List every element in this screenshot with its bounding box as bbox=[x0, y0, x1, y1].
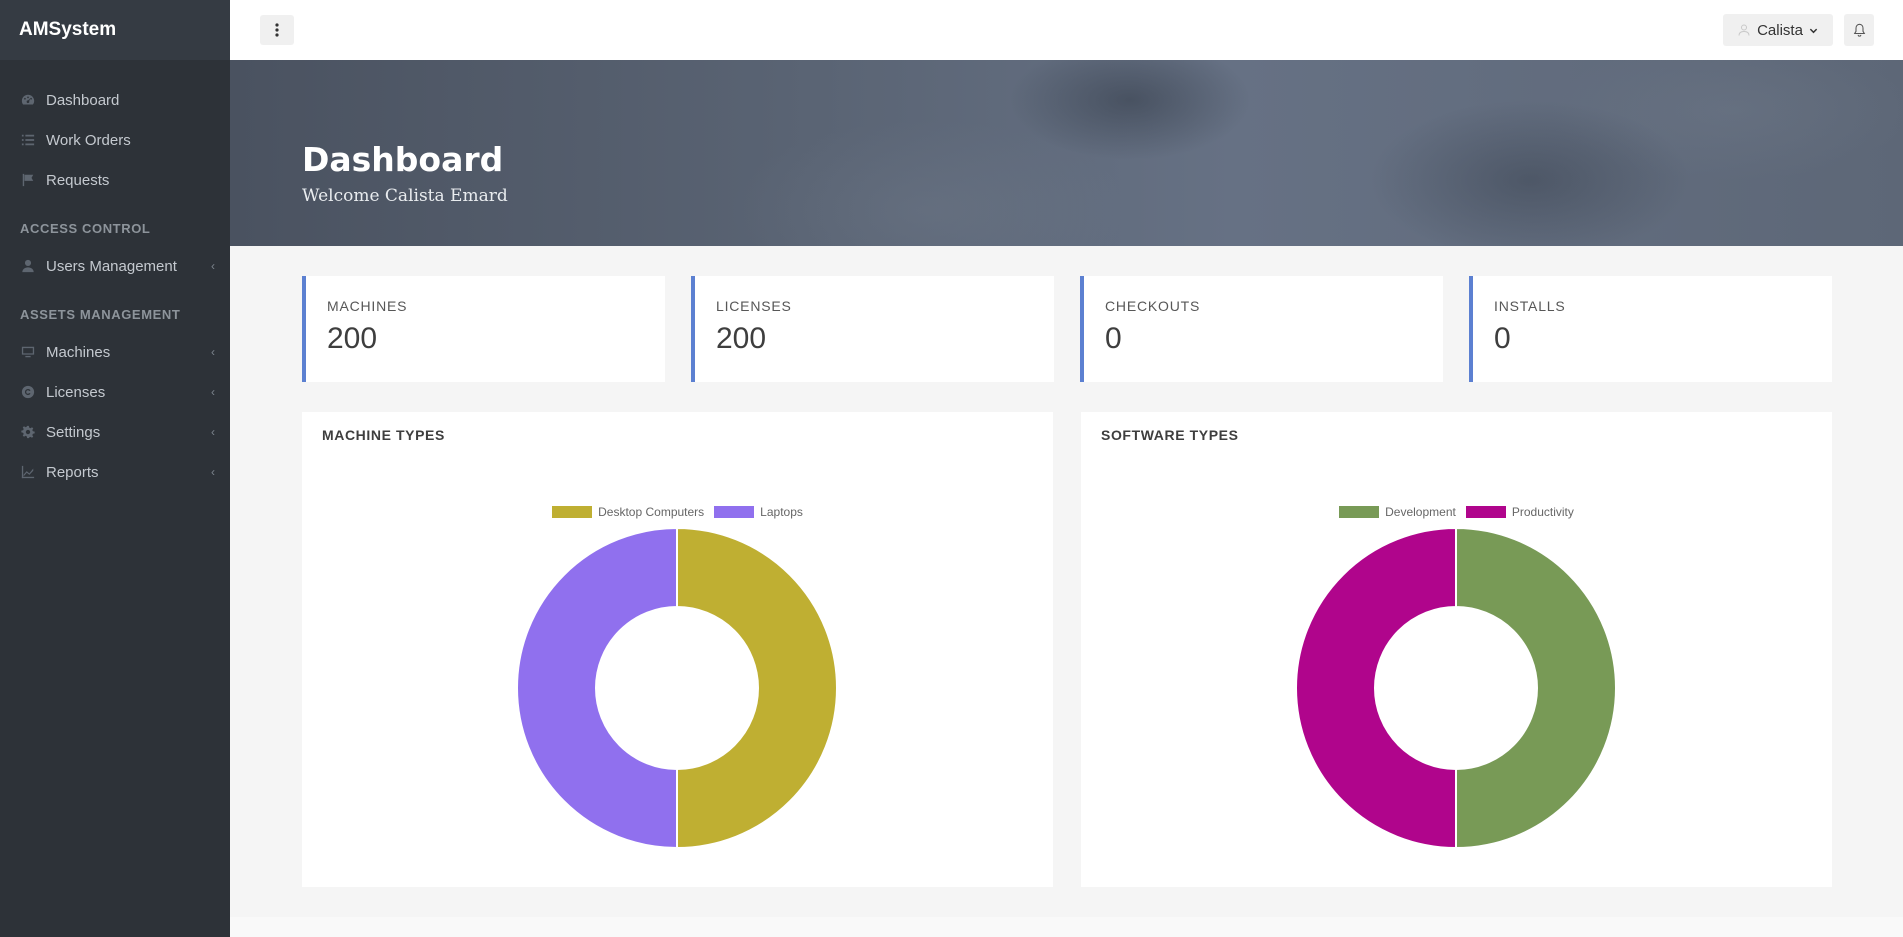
gear-icon bbox=[20, 424, 36, 440]
top-header: Calista bbox=[230, 0, 1903, 60]
stat-card-machines: MACHINES 200 bbox=[302, 276, 665, 382]
welcome-message: Welcome Calista Emard bbox=[302, 186, 508, 206]
chevron-down-icon bbox=[1809, 26, 1818, 35]
legend-item[interactable]: Laptops bbox=[714, 505, 803, 519]
chart-legend: Desktop Computers Laptops bbox=[302, 505, 1053, 519]
stat-value: 200 bbox=[327, 322, 377, 356]
donut-slice-desktop-computers[interactable] bbox=[677, 528, 837, 848]
sidebar-item-label: Licenses bbox=[46, 384, 211, 401]
legend-label: Desktop Computers bbox=[598, 505, 704, 519]
legend-label: Development bbox=[1385, 505, 1456, 519]
chevron-left-icon: ‹ bbox=[211, 465, 215, 479]
sidebar-item-label: Requests bbox=[46, 172, 215, 189]
page-title: Dashboard bbox=[302, 140, 503, 179]
stat-card-licenses: LICENSES 200 bbox=[691, 276, 1054, 382]
stat-title: LICENSES bbox=[716, 298, 792, 314]
sidebar-item-users-management[interactable]: Users Management ‹ bbox=[0, 246, 230, 286]
brand[interactable]: AMSystem bbox=[0, 0, 230, 60]
sidebar: AMSystem Dashboard Work Orders Requests … bbox=[0, 0, 230, 937]
brand-name[interactable]: AMSystem bbox=[19, 19, 116, 41]
legend-swatch bbox=[1339, 506, 1379, 518]
sidebar-item-dashboard[interactable]: Dashboard bbox=[0, 80, 230, 120]
footer-strip bbox=[230, 917, 1903, 937]
legend-item[interactable]: Productivity bbox=[1466, 505, 1574, 519]
software-types-panel: SOFTWARE TYPES Development Productivity bbox=[1081, 412, 1832, 887]
stat-value: 0 bbox=[1494, 322, 1511, 356]
chart-legend: Development Productivity bbox=[1081, 505, 1832, 519]
donut-chart bbox=[1296, 528, 1616, 848]
sidebar-item-machines[interactable]: Machines ‹ bbox=[0, 332, 230, 372]
stat-value: 200 bbox=[716, 322, 766, 356]
sidebar-item-work-orders[interactable]: Work Orders bbox=[0, 120, 230, 160]
stat-card-checkouts: CHECKOUTS 0 bbox=[1080, 276, 1443, 382]
chevron-left-icon: ‹ bbox=[211, 385, 215, 399]
legend-label: Productivity bbox=[1512, 505, 1574, 519]
avatar-icon bbox=[1738, 24, 1750, 36]
sidebar-item-label: Dashboard bbox=[46, 92, 215, 109]
chart-title: SOFTWARE TYPES bbox=[1101, 427, 1239, 443]
legend-label: Laptops bbox=[760, 505, 803, 519]
chevron-left-icon: ‹ bbox=[211, 425, 215, 439]
stat-value: 0 bbox=[1105, 322, 1122, 356]
bell-icon bbox=[1853, 23, 1866, 37]
legend-item[interactable]: Desktop Computers bbox=[552, 505, 704, 519]
notifications-button[interactable] bbox=[1844, 14, 1874, 46]
nav-heading-assets-management: ASSETS MANAGEMENT bbox=[0, 286, 230, 332]
sidebar-item-requests[interactable]: Requests bbox=[0, 160, 230, 200]
stat-title: MACHINES bbox=[327, 298, 407, 314]
sidebar-item-label: Reports bbox=[46, 464, 211, 481]
sidebar-item-label: Settings bbox=[46, 424, 211, 441]
sidebar-item-label: Work Orders bbox=[46, 132, 215, 149]
chevron-left-icon: ‹ bbox=[211, 345, 215, 359]
stat-title: CHECKOUTS bbox=[1105, 298, 1200, 314]
sidebar-item-settings[interactable]: Settings ‹ bbox=[0, 412, 230, 452]
user-icon bbox=[20, 258, 36, 274]
flag-icon bbox=[20, 172, 36, 188]
sidebar-nav: Dashboard Work Orders Requests ACCESS CO… bbox=[0, 60, 230, 492]
donut-slice-development[interactable] bbox=[1456, 528, 1616, 848]
more-menu-button[interactable] bbox=[260, 15, 294, 45]
donut-slice-productivity[interactable] bbox=[1296, 528, 1456, 848]
legend-swatch bbox=[552, 506, 592, 518]
hero-banner: Dashboard Welcome Calista Emard bbox=[230, 60, 1903, 246]
dashboard-icon bbox=[20, 92, 36, 108]
chevron-left-icon: ‹ bbox=[211, 259, 215, 273]
sidebar-item-label: Machines bbox=[46, 344, 211, 361]
sidebar-item-licenses[interactable]: Licenses ‹ bbox=[0, 372, 230, 412]
nav-heading-access-control: ACCESS CONTROL bbox=[0, 200, 230, 246]
legend-swatch bbox=[714, 506, 754, 518]
list-icon bbox=[20, 132, 36, 148]
vertical-dots-icon bbox=[275, 23, 279, 37]
donut-slice-laptops[interactable] bbox=[517, 528, 677, 848]
sidebar-item-label: Users Management bbox=[46, 258, 211, 275]
chart-title: MACHINE TYPES bbox=[322, 427, 445, 443]
stat-card-installs: INSTALLS 0 bbox=[1469, 276, 1832, 382]
user-name: Calista bbox=[1757, 22, 1803, 39]
stat-title: INSTALLS bbox=[1494, 298, 1566, 314]
sidebar-item-reports[interactable]: Reports ‹ bbox=[0, 452, 230, 492]
copyright-icon bbox=[20, 384, 36, 400]
legend-swatch bbox=[1466, 506, 1506, 518]
machine-types-panel: MACHINE TYPES Desktop Computers Laptops bbox=[302, 412, 1053, 887]
legend-item[interactable]: Development bbox=[1339, 505, 1456, 519]
chart-icon bbox=[20, 464, 36, 480]
monitor-icon bbox=[20, 344, 36, 360]
donut-chart bbox=[517, 528, 837, 848]
user-menu-button[interactable]: Calista bbox=[1723, 14, 1833, 46]
